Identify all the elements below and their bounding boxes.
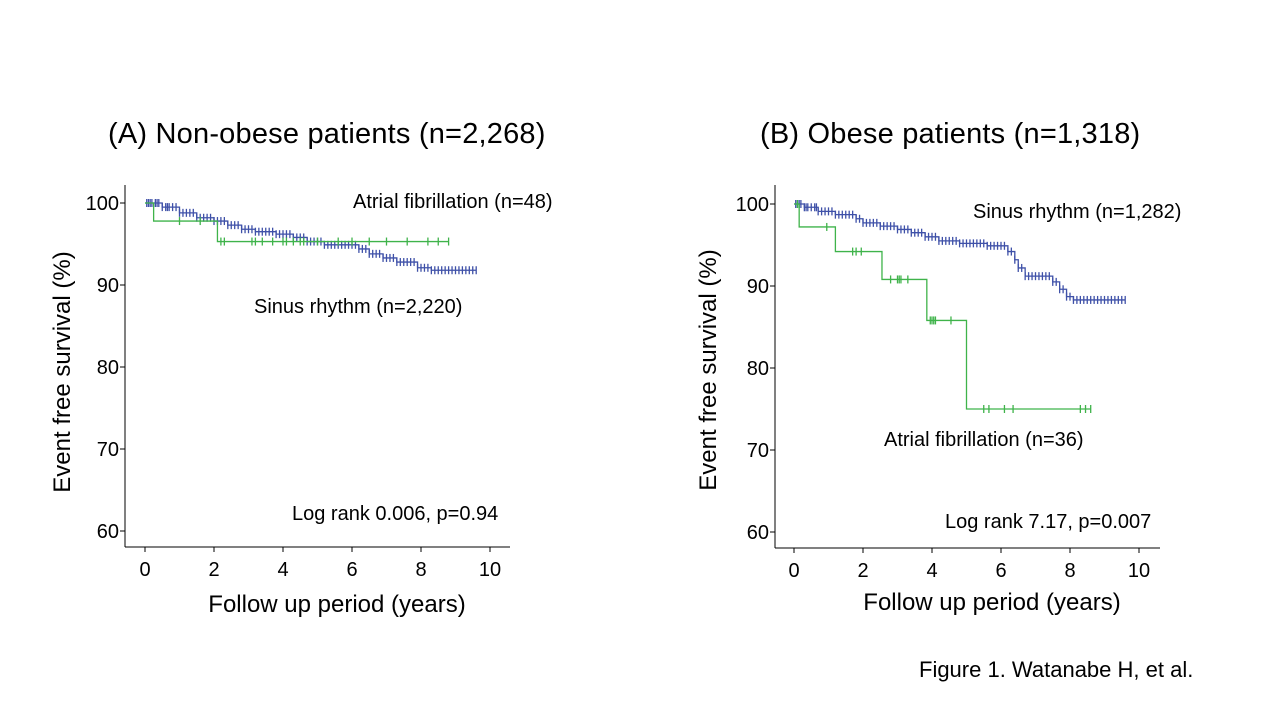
b-x-tick-label: 10 — [1128, 560, 1150, 582]
b-y-tick-label: 60 — [747, 522, 769, 544]
a-y-tick-label: 70 — [97, 439, 119, 461]
b-y-tick-label: 70 — [747, 440, 769, 462]
b-y-tick-label: 90 — [747, 276, 769, 298]
a-series-label: Sinus rhythm (n=2,220) — [254, 296, 462, 318]
b-x-tick-label: 8 — [1064, 560, 1075, 582]
panel-a-chart: 60 70 80 90 100 0 2 4 6 8 10 Event free survival (%… — [49, 185, 553, 618]
a-series-label: Atrial fibrillation (n=48) — [353, 191, 553, 213]
a-x-axis-label: Follow up period (years) — [208, 591, 465, 618]
a-x-tick-label: 8 — [415, 559, 426, 581]
a-y-tick-label: 90 — [97, 275, 119, 297]
b-y-axis-label: Event free survival (%) — [695, 249, 722, 490]
panel-b-title: (B) Obese patients (n=1,318) — [760, 118, 1141, 150]
b-atrial-fibrillation-curve — [794, 203, 1091, 410]
panel-a-title: (A) Non-obese patients (n=2,268) — [108, 118, 546, 150]
a-x-tick-label: 2 — [208, 559, 219, 581]
b-x-tick-label: 0 — [788, 560, 799, 582]
a-x-tick-label: 6 — [346, 559, 357, 581]
a-x-tick-label: 4 — [277, 559, 288, 581]
a-y-tick-label: 80 — [97, 357, 119, 379]
a-y-axis-label: Event free survival (%) — [49, 251, 76, 492]
a-log-rank-annotation: Log rank 0.006, p=0.94 — [292, 503, 498, 525]
b-y-tick-label: 80 — [747, 358, 769, 380]
a-x-tick-label: 0 — [139, 559, 150, 581]
a-y-tick-label: 60 — [97, 521, 119, 543]
b-x-axis-label: Follow up period (years) — [863, 589, 1120, 616]
figure-caption: Figure 1. Watanabe H, et al. — [919, 657, 1194, 682]
panel-b-chart: 60 70 80 90 100 0 2 4 6 8 10 Event free survival (%… — [695, 185, 1181, 616]
a-x-tick-label: 10 — [479, 559, 501, 581]
b-series-label: Atrial fibrillation (n=36) — [884, 429, 1084, 451]
b-x-tick-label: 4 — [926, 560, 937, 582]
a-sinus-rhythm-curve — [145, 202, 477, 271]
b-x-tick-label: 6 — [995, 560, 1006, 582]
b-x-tick-label: 2 — [857, 560, 868, 582]
b-log-rank-annotation: Log rank 7.17, p=0.007 — [945, 511, 1151, 533]
a-y-tick-label: 100 — [86, 193, 119, 215]
b-y-tick-label: 100 — [736, 194, 769, 216]
b-series-label: Sinus rhythm (n=1,282) — [973, 201, 1181, 223]
